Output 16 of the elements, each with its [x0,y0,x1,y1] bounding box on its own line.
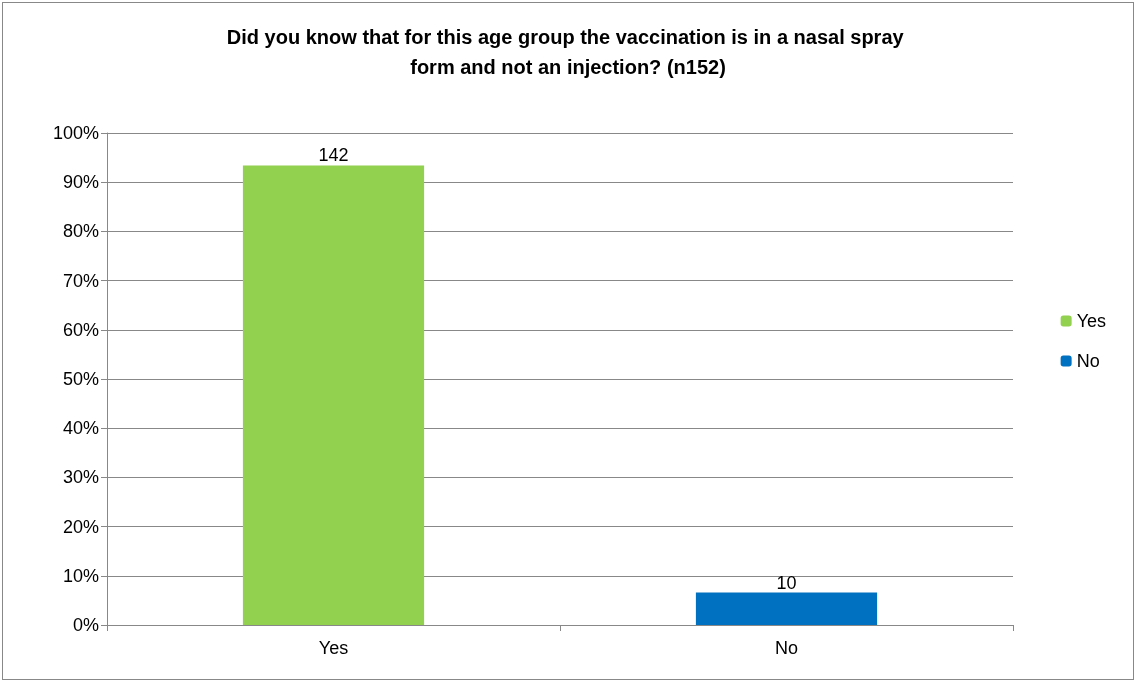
y-tick-label: 90% [62,172,99,193]
y-tick-label: 50% [62,369,99,389]
legend-label: No [1076,351,1100,371]
legend-label: Yes [1076,311,1107,331]
y-tick-label: 60% [62,319,99,340]
y-tick-label: 20% [62,516,99,537]
y-tick-label: 30% [62,467,99,488]
y-tick-label: 70% [62,270,99,291]
y-tick-label: 80% [62,221,99,242]
chart-title: Did you know that for this age group the vaccination is in a nasal spray form and not an injection? (n152) [226,26,910,78]
y-tick-label: 0% [72,615,99,635]
y-tick-label: 40% [62,418,99,439]
y-tick-label: 10% [62,565,99,586]
annotation: 142 [318,145,349,166]
annotation: 10 [776,572,797,593]
y-tick-label: 100% [52,123,99,143]
